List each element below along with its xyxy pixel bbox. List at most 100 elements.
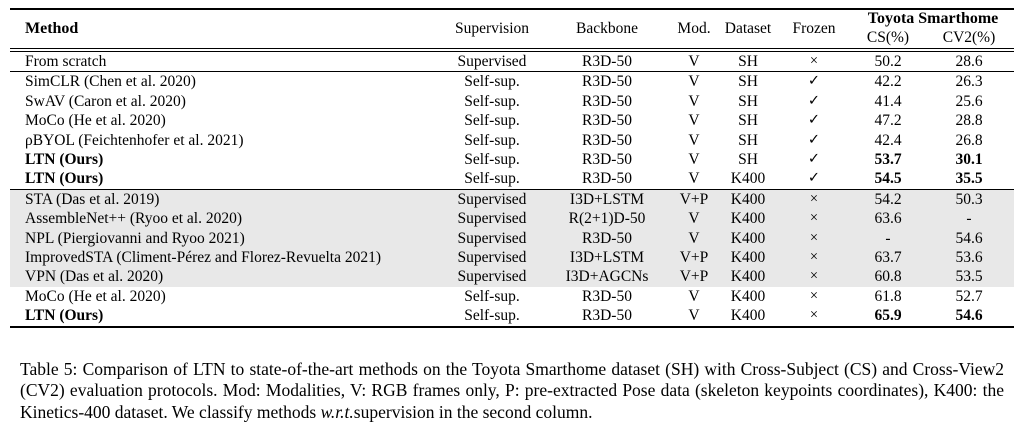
modality-cell: V <box>668 228 720 249</box>
table-row: SwAV (Caron et al. 2020) Self-sup. R3D-5… <box>10 92 1014 111</box>
method-cell: VPN (Das et al. 2020) <box>10 267 438 287</box>
supervision-cell: Self-sup. <box>464 112 520 130</box>
backbone-cell: R3D-50 <box>546 228 668 249</box>
table-row: AssembleNet++ (Ryoo et al. 2020) Supervi… <box>10 209 1015 229</box>
supervision-cell: Self-sup. <box>464 307 520 325</box>
frozen-mark-cell: × <box>776 248 852 268</box>
supervision-cell: Self-sup. <box>464 151 520 169</box>
cs-score-cell: 63.6 <box>852 209 924 229</box>
col-header-toyota-smarthome: Toyota Smarthome <box>867 10 999 27</box>
modality-cell: V <box>668 209 720 229</box>
cs-score-cell: 41.4 <box>874 92 902 110</box>
backbone-cell: R3D-50 <box>546 50 668 73</box>
cs-score-cell: - <box>852 228 924 249</box>
cs-score-cell: 60.8 <box>852 267 924 287</box>
cs-score-cell: 61.8 <box>874 287 902 305</box>
modality-cell: V <box>688 73 700 91</box>
method-cell: MoCo (He et al. 2020) <box>25 287 166 305</box>
method-cell: SimCLR (Chen et al. 2020) <box>25 73 196 91</box>
cs-score-cell: 53.7 <box>874 151 902 169</box>
col-header-dataset: Dataset <box>720 9 776 52</box>
modality-cell: V <box>688 287 700 305</box>
results-table: Method Supervision Backbone Mod. Dataset… <box>10 8 1015 328</box>
cv2-score-cell: 53.5 <box>924 267 1015 287</box>
frozen-mark-cell: ✓ <box>807 112 821 129</box>
table-row: ρBYOL (Feichtenhofer et al. 2021) Self-s… <box>10 131 1014 150</box>
method-cell: STA (Das et al. 2019) <box>10 189 438 210</box>
col-header-cs: CS(%) <box>852 28 924 52</box>
backbone-cell: R3D-50 <box>546 169 668 190</box>
modality-cell: V <box>688 112 700 130</box>
supervision-cell: Self-sup. <box>438 169 546 190</box>
table-body: From scratch Supervised R3D-50 V SH × 50… <box>10 50 1015 327</box>
frozen-mark-cell: ✓ <box>807 131 821 148</box>
cs-score-cell: 50.2 <box>852 50 924 73</box>
modality-cell: V+P <box>668 267 720 287</box>
method-cell: From scratch <box>10 50 438 73</box>
table-header: Method Supervision Backbone Mod. Dataset… <box>10 9 1015 52</box>
method-cell: LTN (Ours) <box>10 169 438 190</box>
table-row: NPL (Piergiovanni and Ryoo 2021) Supervi… <box>10 228 1015 249</box>
frozen-mark-cell: × <box>809 287 819 304</box>
modality-cell: V <box>688 131 700 149</box>
method-cell: ImprovedSTA (Climent-Pérez and Florez-Re… <box>10 248 438 268</box>
backbone-cell: R3D-50 <box>582 287 632 305</box>
cs-score-cell: 65.9 <box>874 307 902 325</box>
supervision-cell: Self-sup. <box>464 73 520 91</box>
dataset-cell: SH <box>720 50 776 73</box>
dataset-cell: K400 <box>720 267 776 287</box>
frozen-mark-cell: × <box>776 228 852 249</box>
backbone-cell: R3D-50 <box>582 112 632 130</box>
supervision-cell: Supervised <box>438 189 546 210</box>
table-row: LTN (Ours) Self-sup. R3D-50 V SH ✓ 53.7 … <box>10 150 1014 169</box>
cv2-score-cell: 35.5 <box>924 169 1015 190</box>
cv2-score-cell: - <box>924 209 1015 229</box>
cv2-score-cell: 30.1 <box>955 151 983 169</box>
frozen-mark-cell: × <box>776 209 852 229</box>
method-cell: AssembleNet++ (Ryoo et al. 2020) <box>10 209 438 229</box>
backbone-cell: I3D+LSTM <box>546 189 668 210</box>
method-cell: ρBYOL (Feichtenhofer et al. 2021) <box>25 131 244 149</box>
backbone-cell: R(2+1)D-50 <box>546 209 668 229</box>
cv2-score-cell: 54.6 <box>924 228 1015 249</box>
col-header-supervision: Supervision <box>438 9 546 52</box>
dataset-cell: SH <box>738 92 758 110</box>
caption-text-before: Table 5: Comparison of LTN to state-of-t… <box>20 358 1004 423</box>
frozen-mark-cell: × <box>776 189 852 210</box>
supervision-cell: Self-sup. <box>464 92 520 110</box>
cv2-score-cell: 26.3 <box>955 73 983 91</box>
col-header-backbone: Backbone <box>546 9 668 52</box>
table-row: LTN (Ours) Self-sup. R3D-50 V K400 × 65.… <box>10 306 1014 326</box>
supervision-cell: Self-sup. <box>464 287 520 305</box>
dataset-cell: SH <box>738 112 758 130</box>
frozen-mark-cell: ✓ <box>807 92 821 109</box>
cv2-score-cell: 52.7 <box>955 287 983 305</box>
cs-score-cell: 54.2 <box>852 189 924 210</box>
method-cell: LTN (Ours) <box>25 307 104 325</box>
dataset-cell: K400 <box>720 228 776 249</box>
supervision-cell: Supervised <box>438 248 546 268</box>
modality-cell: V <box>688 151 700 169</box>
backbone-cell: R3D-50 <box>582 307 632 325</box>
frozen-mark-cell: × <box>776 267 852 287</box>
modality-cell: V <box>668 50 720 73</box>
table-row: STA (Das et al. 2019) Supervised I3D+LST… <box>10 189 1015 210</box>
cv2-score-cell: 53.6 <box>924 248 1015 268</box>
table-row: LTN (Ours) Self-sup. R3D-50 V K400 ✓ 54.… <box>10 169 1015 190</box>
supervision-cell: Supervised <box>438 228 546 249</box>
modality-cell: V <box>688 92 700 110</box>
table-row: SimCLR (Chen et al. 2020) Self-sup. R3D-… <box>10 72 1014 92</box>
backbone-cell: R3D-50 <box>582 92 632 110</box>
table-row: MoCo (He et al. 2020) Self-sup. R3D-50 V… <box>10 111 1014 130</box>
frozen-mark-cell: × <box>776 50 852 73</box>
modality-cell: V <box>688 307 700 325</box>
cv2-score-cell: 28.6 <box>924 50 1015 73</box>
frozen-mark-cell: ✓ <box>807 151 821 168</box>
table-row: From scratch Supervised R3D-50 V SH × 50… <box>10 50 1015 73</box>
backbone-cell: R3D-50 <box>582 131 632 149</box>
supervision-cell: Supervised <box>438 209 546 229</box>
caption-text-after: supervision in the second column. <box>353 402 593 423</box>
dataset-cell: K400 <box>720 189 776 210</box>
dataset-cell: SH <box>738 73 758 91</box>
dataset-cell: K400 <box>720 248 776 268</box>
